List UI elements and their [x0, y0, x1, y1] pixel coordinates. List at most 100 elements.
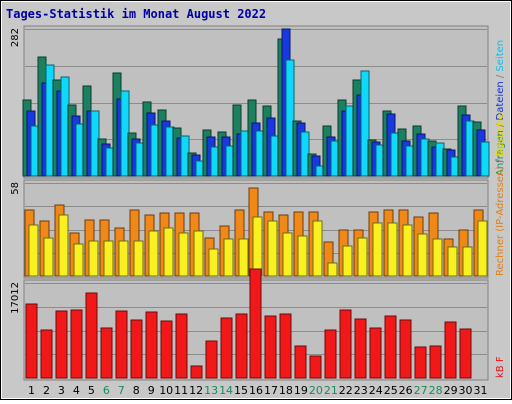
x-tick-label: 19 [294, 384, 308, 397]
bar-besuche [118, 240, 129, 277]
legend-label: Anfragen / Dateien / Seiten [495, 40, 506, 176]
x-tick-label: 16 [249, 384, 263, 397]
x-tick-label: 29 [444, 384, 458, 397]
bar-besuche [73, 243, 84, 277]
x-tick-label: 8 [133, 384, 140, 397]
legend-entry: Rechner (IP-Adressen) [495, 166, 506, 276]
legend-entry: / [495, 120, 506, 130]
bar-kb-f [100, 327, 113, 379]
bar-kb-f [205, 340, 218, 379]
x-tick-label: 31 [474, 384, 488, 397]
x-tick-label: 6 [103, 384, 110, 397]
bar-kb-f [294, 345, 307, 379]
x-tick-label: 7 [118, 384, 125, 397]
x-tick-label: 11 [174, 384, 188, 397]
legend-entry: Anfragen [495, 130, 506, 176]
bar-besuche [43, 237, 54, 277]
bar-kb-f [145, 311, 158, 379]
bar-kb-f [279, 313, 292, 379]
bar-kb-f [414, 346, 427, 379]
legend-label: kB F [495, 356, 506, 378]
legend-entry: Dateien [495, 81, 506, 120]
bar-kb-f [55, 310, 68, 379]
x-tick-label: 25 [384, 384, 398, 397]
bar-besuche [372, 222, 383, 277]
bar-kb-f [399, 319, 412, 379]
bar-seiten [360, 70, 370, 177]
x-tick-label: 2 [43, 384, 50, 397]
x-tick-label: 27 [414, 384, 428, 397]
bar-besuche [267, 220, 278, 277]
x-tick-label: 14 [219, 384, 233, 397]
chart-title: Tages-Statistik im Monat August 2022 [6, 7, 267, 21]
bar-besuche [28, 224, 39, 277]
bar-besuche [133, 240, 144, 277]
bar-kb-f [429, 345, 442, 379]
legend-entry: / [495, 156, 506, 166]
x-tick-label: 28 [429, 384, 443, 397]
x-tick-label: 23 [354, 384, 368, 397]
x-tick-label: 15 [234, 384, 248, 397]
x-tick-label: 10 [159, 384, 173, 397]
x-tick-label: 3 [58, 384, 65, 397]
bar-besuche [417, 233, 428, 277]
bar-kb-f [444, 321, 457, 379]
bar-besuche [402, 224, 413, 277]
bar-besuche [223, 238, 234, 277]
bar-besuche [387, 222, 398, 277]
bar-kb-f [249, 268, 262, 379]
legend-entry: Seiten [495, 40, 506, 72]
x-tick-label: 17 [264, 384, 278, 397]
bar-seiten [480, 141, 490, 177]
bar-kb-f [85, 292, 98, 379]
x-tick-label: 18 [279, 384, 293, 397]
x-tick-label: 20 [309, 384, 323, 397]
bar-besuche [208, 248, 219, 277]
legend-entry: Besuche [495, 114, 506, 157]
bar-kb-f [220, 317, 233, 379]
y-max-label: 58 [10, 182, 21, 195]
bar-besuche [103, 240, 114, 277]
bar-besuche [477, 220, 488, 277]
bar-besuche [163, 227, 174, 277]
x-tick-label: 30 [459, 384, 473, 397]
x-tick-label: 4 [73, 384, 80, 397]
bar-besuche [357, 237, 368, 277]
x-tick-label: 21 [324, 384, 338, 397]
bar-besuche [297, 235, 308, 277]
x-tick-label: 26 [399, 384, 413, 397]
bar-besuche [447, 246, 458, 277]
bar-kb-f [324, 329, 337, 379]
x-tick-label: 24 [369, 384, 383, 397]
bar-besuche [312, 220, 323, 277]
bar-kb-f [369, 327, 382, 379]
bar-kb-f [175, 313, 188, 379]
x-tick-label: 5 [88, 384, 95, 397]
bar-besuche [148, 230, 159, 277]
bar-kb-f [459, 328, 472, 379]
x-tick-label: 9 [148, 384, 155, 397]
bar-kb-f [354, 318, 367, 379]
legend-entry: / [495, 72, 506, 82]
bar-besuche [238, 238, 249, 277]
bar-kb-f [130, 319, 143, 379]
bar-kb-f [384, 315, 397, 379]
bar-besuche [178, 232, 189, 277]
bar-besuche [342, 245, 353, 277]
bar-kb-f [309, 355, 322, 379]
bar-kb-f [160, 320, 173, 379]
x-tick-label: 13 [204, 384, 218, 397]
legend-entry: kB F [495, 356, 506, 378]
bar-kb-f [115, 310, 128, 379]
bar-seiten [285, 59, 295, 177]
bar-besuche [462, 246, 473, 277]
y-max-label: 282 [10, 28, 21, 47]
bar-besuche [282, 232, 293, 277]
bar-besuche [432, 238, 443, 277]
x-tick-label: 1 [28, 384, 35, 397]
bar-besuche [252, 216, 263, 277]
bar-besuche [58, 214, 69, 277]
bar-kb-f [190, 365, 203, 379]
